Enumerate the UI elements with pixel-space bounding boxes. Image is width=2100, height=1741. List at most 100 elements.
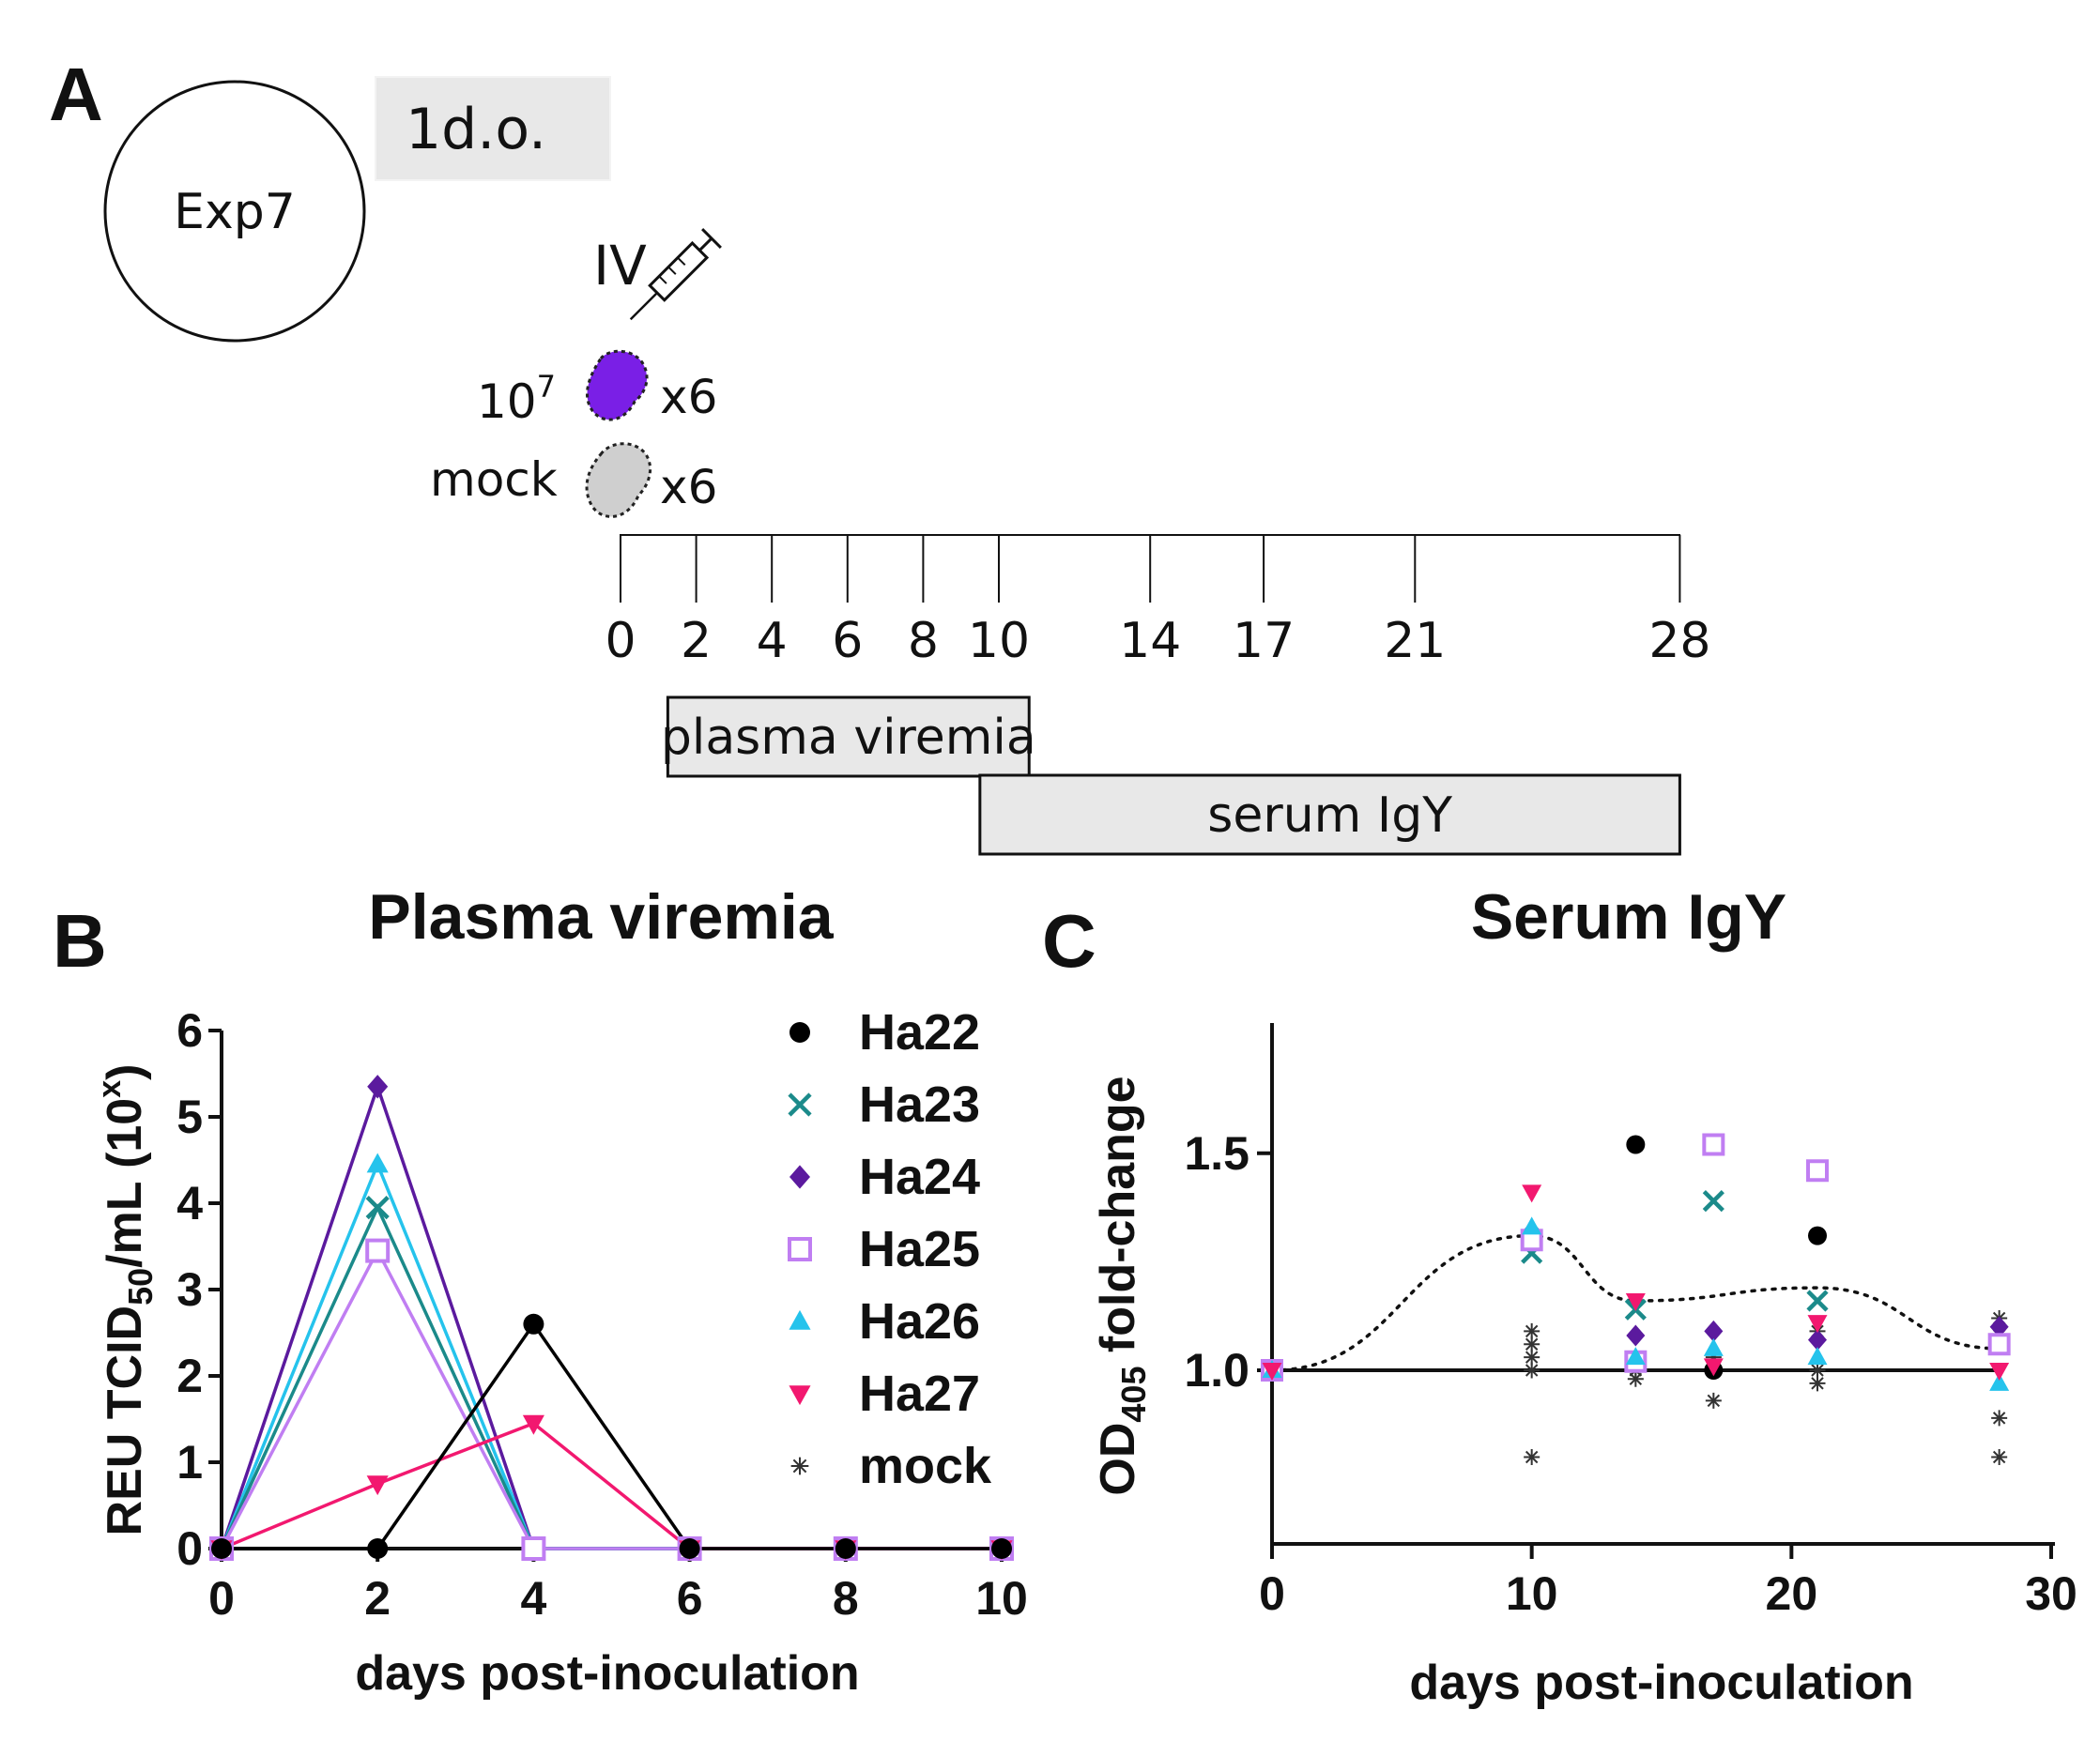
- timeline-tick-label: 17: [1233, 613, 1295, 669]
- point-Ha27: [1522, 1184, 1542, 1203]
- timeline-tick-label: 4: [757, 613, 788, 669]
- legend-label-Ha24: Ha24: [859, 1149, 980, 1205]
- legend-marker-Ha22: [789, 1022, 810, 1043]
- age-box: [375, 76, 611, 181]
- panel-a-timeline: A Exp7 1d.o. IV 107 x6 mock x6 0 2 4 6 8 10 14…: [49, 53, 1710, 856]
- point-mock: [1809, 1375, 1826, 1392]
- chart-b-lines: [220, 1081, 1002, 1550]
- mock-chick-icon: [585, 442, 651, 518]
- point-Ha22: [367, 1538, 389, 1559]
- point-Ha23: [1702, 1190, 1724, 1213]
- timeline-bar-label: serum IgY: [1207, 787, 1452, 844]
- x-tick-label: 30: [2025, 1567, 2077, 1620]
- point-Ha24: [1989, 1316, 2009, 1338]
- point-mock: [1524, 1362, 1541, 1379]
- point-Ha24: [1626, 1324, 1646, 1347]
- x-tick-label: 0: [208, 1572, 235, 1625]
- legend-marker-Ha23: [788, 1092, 812, 1117]
- point-Ha27: [366, 1475, 389, 1496]
- x-tick-label: 0: [1259, 1567, 1285, 1620]
- legend-label-Ha27: Ha27: [859, 1366, 980, 1422]
- point-Ha22: [679, 1538, 700, 1559]
- y-tick-label: 5: [176, 1091, 203, 1143]
- legend-marker-Ha24: [789, 1165, 810, 1189]
- x-tick-label: 8: [833, 1572, 859, 1625]
- timeline-tick-label: 14: [1119, 613, 1181, 669]
- panel-c-chart: C Serum IgY 1.0 1.5 0 10 20 30 days post-inoc…: [1042, 881, 2077, 1710]
- point-Ha25: [1806, 1159, 1829, 1183]
- point-mock: [1627, 1370, 1644, 1387]
- timeline-tick-label: 10: [968, 613, 1030, 669]
- timeline-bar: [666, 695, 1031, 778]
- route-label: IV: [593, 234, 647, 298]
- timeline-tick-label: 21: [1384, 613, 1446, 669]
- y-tick-label: 2: [176, 1350, 203, 1402]
- point-mock: [1524, 1449, 1541, 1465]
- point-Ha27: [1625, 1293, 1646, 1311]
- y-tick-label: 1.5: [1184, 1127, 1249, 1180]
- point-Ha22: [991, 1538, 1012, 1559]
- dose-label: 107: [477, 369, 556, 429]
- chart-b-axes: 0 1 2 3 4 5 6 0 2 4 6 8 10: [176, 1004, 1028, 1625]
- point-Ha26: [1703, 1337, 1724, 1356]
- y-tick-label: 3: [176, 1263, 203, 1316]
- legend-label-Ha26: Ha26: [859, 1293, 980, 1350]
- point-Ha26: [1807, 1347, 1828, 1366]
- legend-label-Ha23: Ha23: [859, 1077, 980, 1133]
- point-Ha23: [1806, 1290, 1829, 1312]
- chart-b-legend: Ha22 Ha23 Ha24 Ha25 Ha26 Ha27 mock: [788, 1004, 992, 1494]
- y-tick-label: 1: [176, 1436, 203, 1489]
- timeline-bar: [978, 773, 1681, 856]
- x-tick-label: 4: [520, 1572, 546, 1625]
- point-Ha25: [1702, 1133, 1725, 1156]
- point-Ha26: [1625, 1347, 1646, 1366]
- point-Ha23: [365, 1196, 390, 1220]
- legend-marker-Ha26: [789, 1309, 811, 1330]
- point-mock: [1705, 1392, 1722, 1409]
- point-Ha22: [835, 1538, 856, 1559]
- point-Ha25: [521, 1536, 546, 1561]
- point-Ha22: [1626, 1135, 1646, 1154]
- point-mock: [1524, 1322, 1541, 1339]
- chart-c-ylabel: OD405 fold-change: [1091, 1076, 1153, 1495]
- point-Ha25: [365, 1238, 391, 1263]
- point-Ha27: [1262, 1363, 1282, 1381]
- point-Ha27: [1807, 1315, 1828, 1334]
- infected-chick-icon: [586, 349, 649, 421]
- experiment-circle: [103, 80, 366, 343]
- point-Ha27: [522, 1414, 544, 1435]
- timeline-tick-label: 2: [681, 613, 712, 669]
- panel-c-letter: C: [1042, 899, 1096, 983]
- y-tick-label: 6: [176, 1004, 203, 1057]
- legend-label-mock: mock: [859, 1438, 992, 1494]
- point-Ha27: [1703, 1358, 1724, 1377]
- legend-marker-Ha27: [789, 1385, 811, 1406]
- point-Ha26: [1522, 1216, 1542, 1235]
- panel-b-chart: B Plasma viremia 0 1 2 3 4 5 6 0 2 4 6 8 10 days pos…: [53, 881, 1028, 1701]
- point-Ha27: [1989, 1363, 2010, 1381]
- legend-marker-mock: [790, 1457, 809, 1475]
- age-label: 1d.o.: [406, 97, 546, 162]
- experiment-label: Exp7: [174, 184, 296, 240]
- panel-a-letter: A: [49, 53, 103, 136]
- mock-label: mock: [430, 452, 558, 507]
- point-Ha24: [1704, 1320, 1724, 1342]
- point-mock: [1991, 1410, 2008, 1427]
- panel-b-letter: B: [53, 899, 107, 983]
- timeline-bar-label: plasma viremia: [661, 710, 1036, 766]
- timeline-bars: plasma viremia serum IgY: [661, 695, 1681, 856]
- x-tick-label: 6: [677, 1572, 703, 1625]
- x-tick-label: 10: [975, 1572, 1028, 1625]
- legend-label-Ha25: Ha25: [859, 1221, 980, 1277]
- x-tick-label: 2: [364, 1572, 391, 1625]
- point-Ha22: [523, 1313, 544, 1335]
- chart-b-markers: [209, 1075, 1014, 1561]
- chart-c-axes: 1.0 1.5 0 10 20 30: [1184, 1023, 2077, 1620]
- y-tick-label: 1.0: [1184, 1344, 1249, 1397]
- x-tick-label: 20: [1766, 1567, 1818, 1620]
- point-Ha24: [1808, 1329, 1827, 1352]
- chart-c-xlabel: days post-inoculation: [1409, 1656, 1913, 1710]
- timeline-ticks: 0 2 4 6 8 10 14 17 21 28: [605, 535, 1710, 669]
- mock-count: x6: [660, 460, 717, 514]
